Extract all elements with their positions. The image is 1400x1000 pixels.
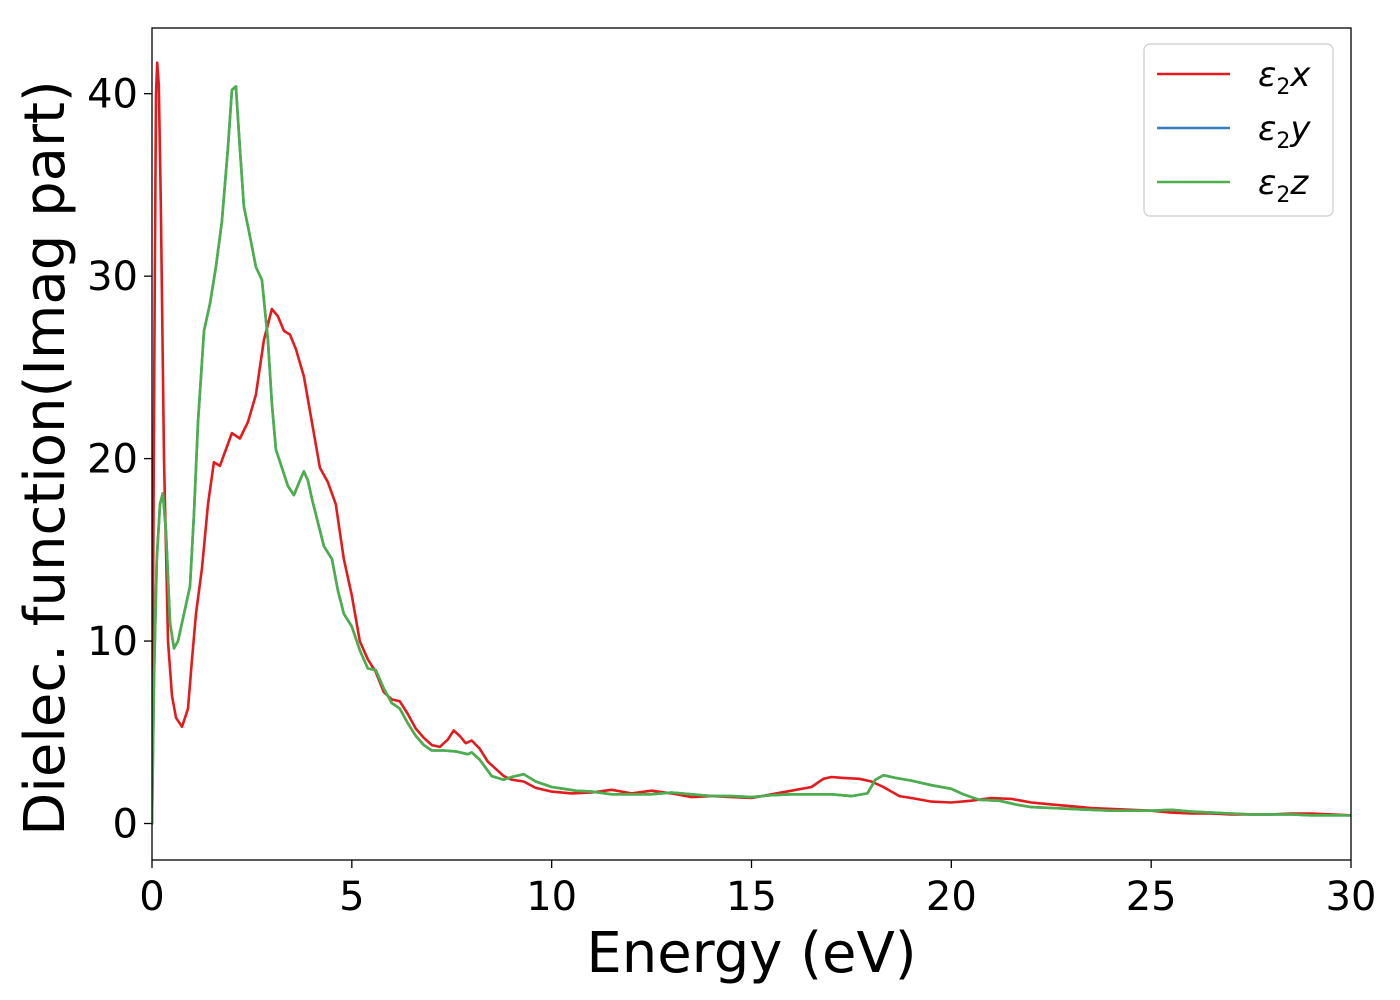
y-tick-label: 30 xyxy=(87,254,138,300)
x-tick-label: 10 xyxy=(526,874,577,920)
legend: ε2x ε2y ε2z xyxy=(1143,43,1334,217)
y-tick-label: 0 xyxy=(113,802,138,848)
y-tick-label: 10 xyxy=(87,619,138,665)
series-line-z xyxy=(152,85,1351,825)
x-axis-ticks: 0 5 10 15 20 25 30 xyxy=(139,860,1376,920)
x-tick-label: 25 xyxy=(1126,874,1177,920)
series-line-x xyxy=(152,61,1351,825)
y-axis-ticks: 0 10 20 30 40 xyxy=(87,72,152,848)
y-axis-title: Dielec. function(Imag part) xyxy=(13,80,78,836)
x-tick-label: 20 xyxy=(926,874,977,920)
legend-label-y: ε2y xyxy=(1258,109,1311,154)
legend-box xyxy=(1143,43,1334,217)
legend-label-x: ε2x xyxy=(1258,55,1311,100)
x-tick-label: 15 xyxy=(726,874,777,920)
y-tick-label: 40 xyxy=(87,72,138,118)
x-tick-label: 5 xyxy=(339,874,364,920)
legend-label-z: ε2z xyxy=(1258,163,1309,208)
x-tick-label: 0 xyxy=(139,874,164,920)
x-tick-label: 30 xyxy=(1326,874,1377,920)
series-layer xyxy=(152,61,1351,825)
y-tick-label: 20 xyxy=(87,437,138,483)
x-axis-title: Energy (eV) xyxy=(586,921,916,986)
